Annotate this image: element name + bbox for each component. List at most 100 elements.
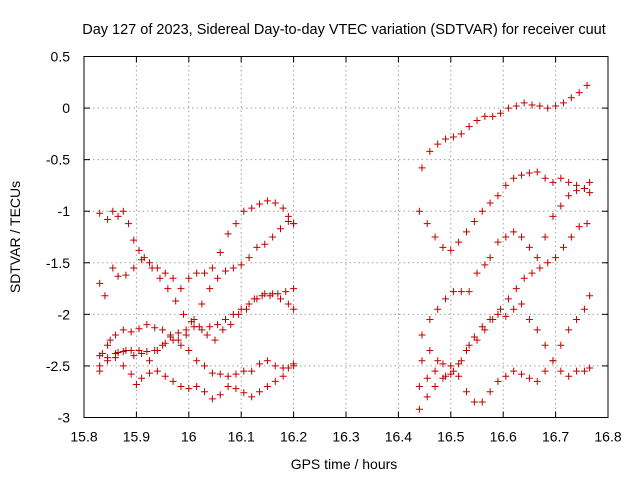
data-point — [98, 350, 106, 358]
data-point — [439, 360, 447, 368]
data-point — [518, 233, 526, 241]
data-point — [423, 374, 431, 382]
data-point — [418, 164, 426, 172]
data-point — [583, 81, 591, 89]
data-point — [447, 362, 455, 370]
data-point — [573, 316, 581, 324]
data-point — [418, 331, 426, 339]
data-point — [565, 178, 573, 186]
data-point — [580, 367, 588, 375]
data-point — [583, 220, 591, 228]
data-point — [478, 323, 486, 331]
data-point — [279, 204, 287, 212]
data-point — [193, 357, 201, 365]
data-point — [431, 383, 439, 391]
y-tick-label: 0 — [62, 100, 70, 116]
data-point — [473, 116, 481, 124]
x-tick-labels: 15.8 15.9 16 16.1 16.2 16.3 16.4 16.5 16.6 16.7 16… — [70, 429, 621, 445]
data-point — [132, 380, 140, 388]
data-point — [122, 271, 130, 279]
data-point — [533, 254, 541, 262]
data-point — [263, 197, 271, 205]
x-tick-label: 16.6 — [490, 429, 517, 445]
series-track-2f — [415, 300, 594, 413]
data-point — [457, 130, 465, 138]
data-point — [240, 389, 248, 397]
data-point — [185, 385, 193, 393]
series-track-1c — [96, 218, 298, 360]
y-tick-labels: -3 -2.5 -2 -1.5 -1 -0.5 0 0.5 — [46, 49, 70, 426]
data-point — [518, 300, 526, 308]
grid — [84, 56, 608, 418]
data-point — [193, 269, 201, 277]
data-point — [269, 290, 277, 298]
data-point — [190, 323, 198, 331]
data-point — [206, 323, 214, 331]
chart-title: Day 127 of 2023, Sidereal Day-to-day VTE… — [82, 22, 606, 38]
data-point — [177, 285, 185, 293]
data-point — [455, 238, 463, 246]
y-tick-label: -2.5 — [46, 358, 70, 374]
data-point — [201, 362, 209, 370]
data-point — [290, 362, 298, 370]
data-point — [439, 243, 447, 251]
data-point — [229, 264, 237, 272]
axis-ticks — [83, 56, 609, 418]
data-point — [284, 218, 292, 226]
data-point — [282, 288, 290, 296]
x-tick-label: 16.1 — [228, 429, 255, 445]
data-point — [174, 329, 182, 337]
data-point — [455, 372, 463, 380]
data-point — [510, 228, 518, 236]
data-point — [96, 279, 104, 287]
data-point — [504, 104, 512, 112]
data-point — [248, 393, 256, 401]
x-tick-label: 16.8 — [594, 429, 621, 445]
data-point — [580, 185, 588, 193]
data-point — [256, 388, 264, 396]
data-point — [101, 292, 109, 300]
data-point — [143, 321, 151, 329]
data-point — [494, 377, 502, 385]
data-point — [279, 364, 287, 372]
data-point — [510, 305, 518, 313]
data-point — [434, 357, 442, 365]
data-point — [161, 269, 169, 277]
data-point — [557, 174, 565, 182]
data-point — [434, 305, 442, 313]
data-point — [525, 243, 533, 251]
data-point — [502, 372, 510, 380]
data-point — [434, 140, 442, 148]
data-point — [111, 354, 119, 362]
data-point — [528, 269, 536, 277]
data-point — [104, 357, 112, 365]
data-point — [528, 101, 536, 109]
data-point — [114, 272, 122, 280]
data-point — [486, 199, 494, 207]
data-point — [185, 346, 193, 354]
data-point — [520, 99, 528, 107]
data-point — [510, 174, 518, 182]
data-point — [214, 274, 222, 282]
data-point — [426, 316, 434, 324]
data-point — [541, 233, 549, 241]
data-point — [180, 310, 188, 318]
data-point — [109, 207, 117, 215]
data-point — [240, 207, 248, 215]
data-point — [224, 230, 232, 238]
data-points — [96, 81, 594, 413]
data-point — [135, 325, 143, 333]
data-point — [277, 295, 284, 303]
data-point — [146, 259, 153, 267]
data-point — [565, 192, 573, 200]
data-point — [279, 372, 287, 380]
data-point — [229, 310, 237, 318]
data-point — [216, 370, 224, 378]
data-point — [418, 357, 426, 365]
x-tick-label: 16.2 — [280, 429, 307, 445]
data-point — [447, 246, 455, 254]
data-point — [465, 288, 473, 296]
data-point — [271, 377, 279, 385]
data-point — [193, 383, 201, 391]
data-point — [423, 393, 431, 401]
